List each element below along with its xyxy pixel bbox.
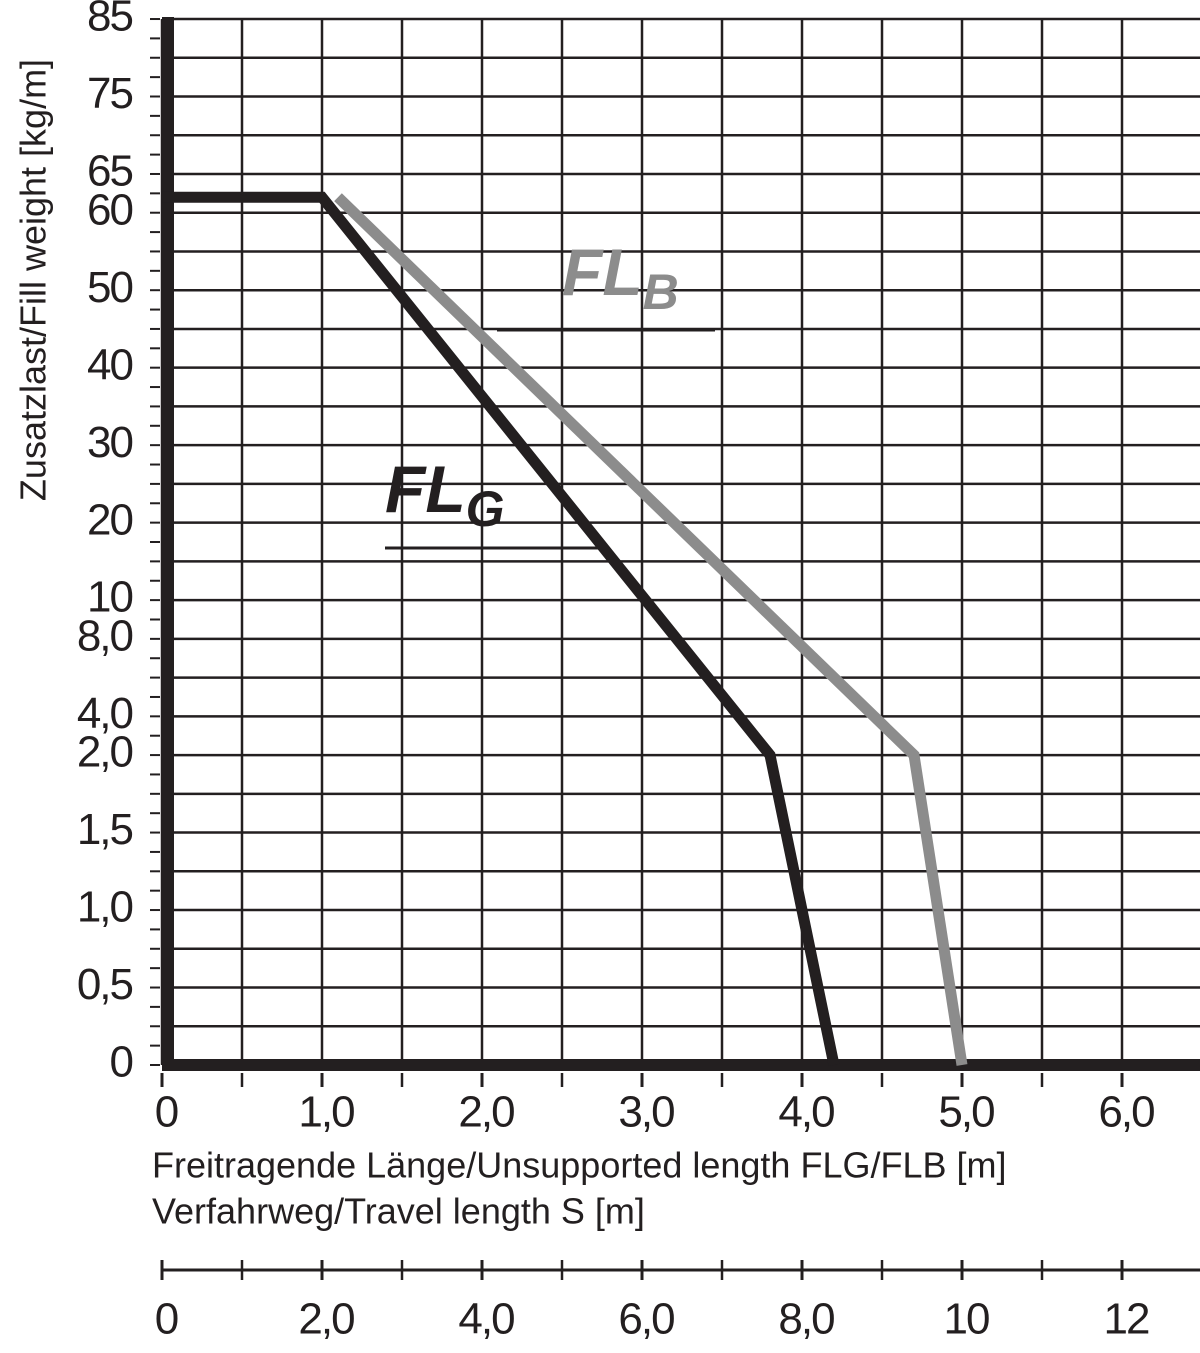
y-tick-label: 2,0 (77, 728, 133, 777)
x-axis-label: Freitragende Länge/Unsupported length FL… (152, 1145, 1007, 1186)
x-tick-label: 1,0 (298, 1088, 354, 1137)
x-tick-label: 3,0 (618, 1088, 674, 1137)
x2-tick-label: 8,0 (778, 1295, 834, 1344)
series-line (334, 193, 968, 1066)
series-name: FL (385, 452, 466, 526)
x-tick-label: 4,0 (778, 1088, 834, 1137)
x2-tick-label: 10 (944, 1295, 989, 1344)
series-subscript: G (466, 481, 505, 537)
y-tick-label: 75 (87, 69, 132, 118)
series-subscript: B (643, 264, 679, 320)
x-tick-label: 5,0 (938, 1088, 994, 1137)
x-tick-label: 2,0 (458, 1088, 514, 1137)
y-tick-label: 50 (87, 263, 132, 312)
x-tick-label: 6,0 (1098, 1088, 1154, 1137)
y-tick-label: 1,0 (77, 883, 133, 932)
series-label: FLB (562, 235, 679, 320)
series-line (162, 191, 840, 1067)
y-axis-label: Zusatzlast/Fill weight [kg/m] (13, 59, 54, 501)
x2-tick-label: 12 (1104, 1295, 1149, 1344)
x2-tick-label: 6,0 (618, 1295, 674, 1344)
y-tick-label: 85 (87, 0, 132, 41)
x2-tick-label: 4,0 (458, 1295, 514, 1344)
y-tick-label: 1,5 (77, 805, 133, 854)
x2-tick-label: 0 (155, 1295, 178, 1344)
x2-axis-label: Verfahrweg/Travel length S [m] (152, 1191, 645, 1232)
y-tick-label: 65 (87, 147, 132, 196)
x2-tick-label: 2,0 (298, 1295, 354, 1344)
series-name: FL (562, 235, 643, 309)
y-tick-label: 8,0 (77, 611, 133, 660)
y-tick-label: 0,5 (77, 960, 133, 1009)
y-tick-label: 20 (87, 495, 132, 544)
y-tick-label: 30 (87, 418, 132, 467)
y-tick-label: 4,0 (77, 689, 133, 738)
y-tick-label: 10 (87, 573, 132, 622)
y-tick-label: 0 (110, 1038, 133, 1087)
y-tick-label: 40 (87, 340, 132, 389)
y-tick-label: 60 (87, 185, 132, 234)
x-tick-label: 0 (155, 1088, 178, 1137)
series-label: FLG (385, 452, 505, 537)
